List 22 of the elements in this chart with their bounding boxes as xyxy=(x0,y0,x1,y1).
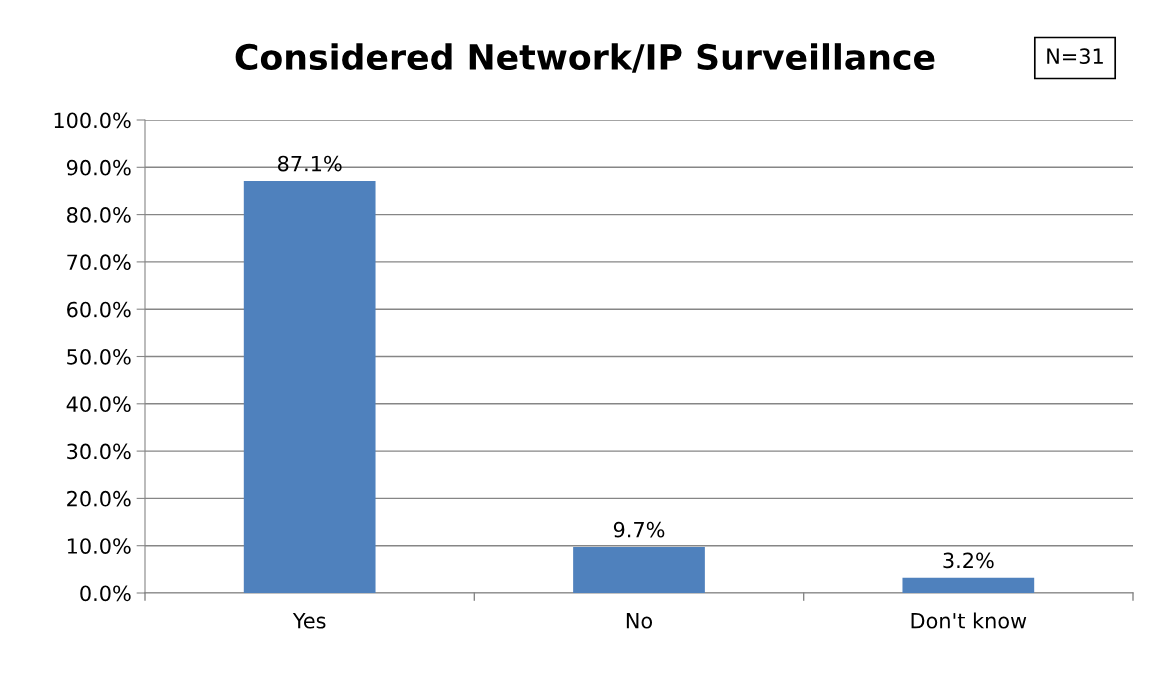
y-tick-label: 50.0% xyxy=(67,348,131,365)
bar xyxy=(902,577,1035,593)
data-label: 3.2% xyxy=(943,552,994,569)
data-label: 9.7% xyxy=(613,521,665,538)
y-tick-label: 90.0% xyxy=(66,159,131,176)
data-label: 87.1% xyxy=(277,155,342,172)
y-tick-label: 30.0% xyxy=(67,443,131,460)
x-tick-label: Yes xyxy=(292,613,326,629)
y-tick-label: 10.0% xyxy=(67,538,131,554)
bar xyxy=(243,181,376,593)
y-tick-label: 20.0% xyxy=(67,490,131,507)
x-tick-label: No xyxy=(626,613,653,629)
y-tick-label: 100.0% xyxy=(54,112,131,129)
text: N=31 xyxy=(1047,48,1103,65)
y-tick-label: 40.0% xyxy=(66,396,131,413)
y-tick-label: 60.0% xyxy=(67,301,131,318)
x-tick-label: Don't know xyxy=(911,612,1027,629)
y-tick-label: 70.0% xyxy=(67,254,131,271)
bar xyxy=(573,547,705,593)
chart-title: Considered Network/IP Surveillance xyxy=(235,43,935,73)
y-tick-label: 80.0% xyxy=(67,207,131,223)
y-tick-label: 0.0% xyxy=(80,585,131,602)
